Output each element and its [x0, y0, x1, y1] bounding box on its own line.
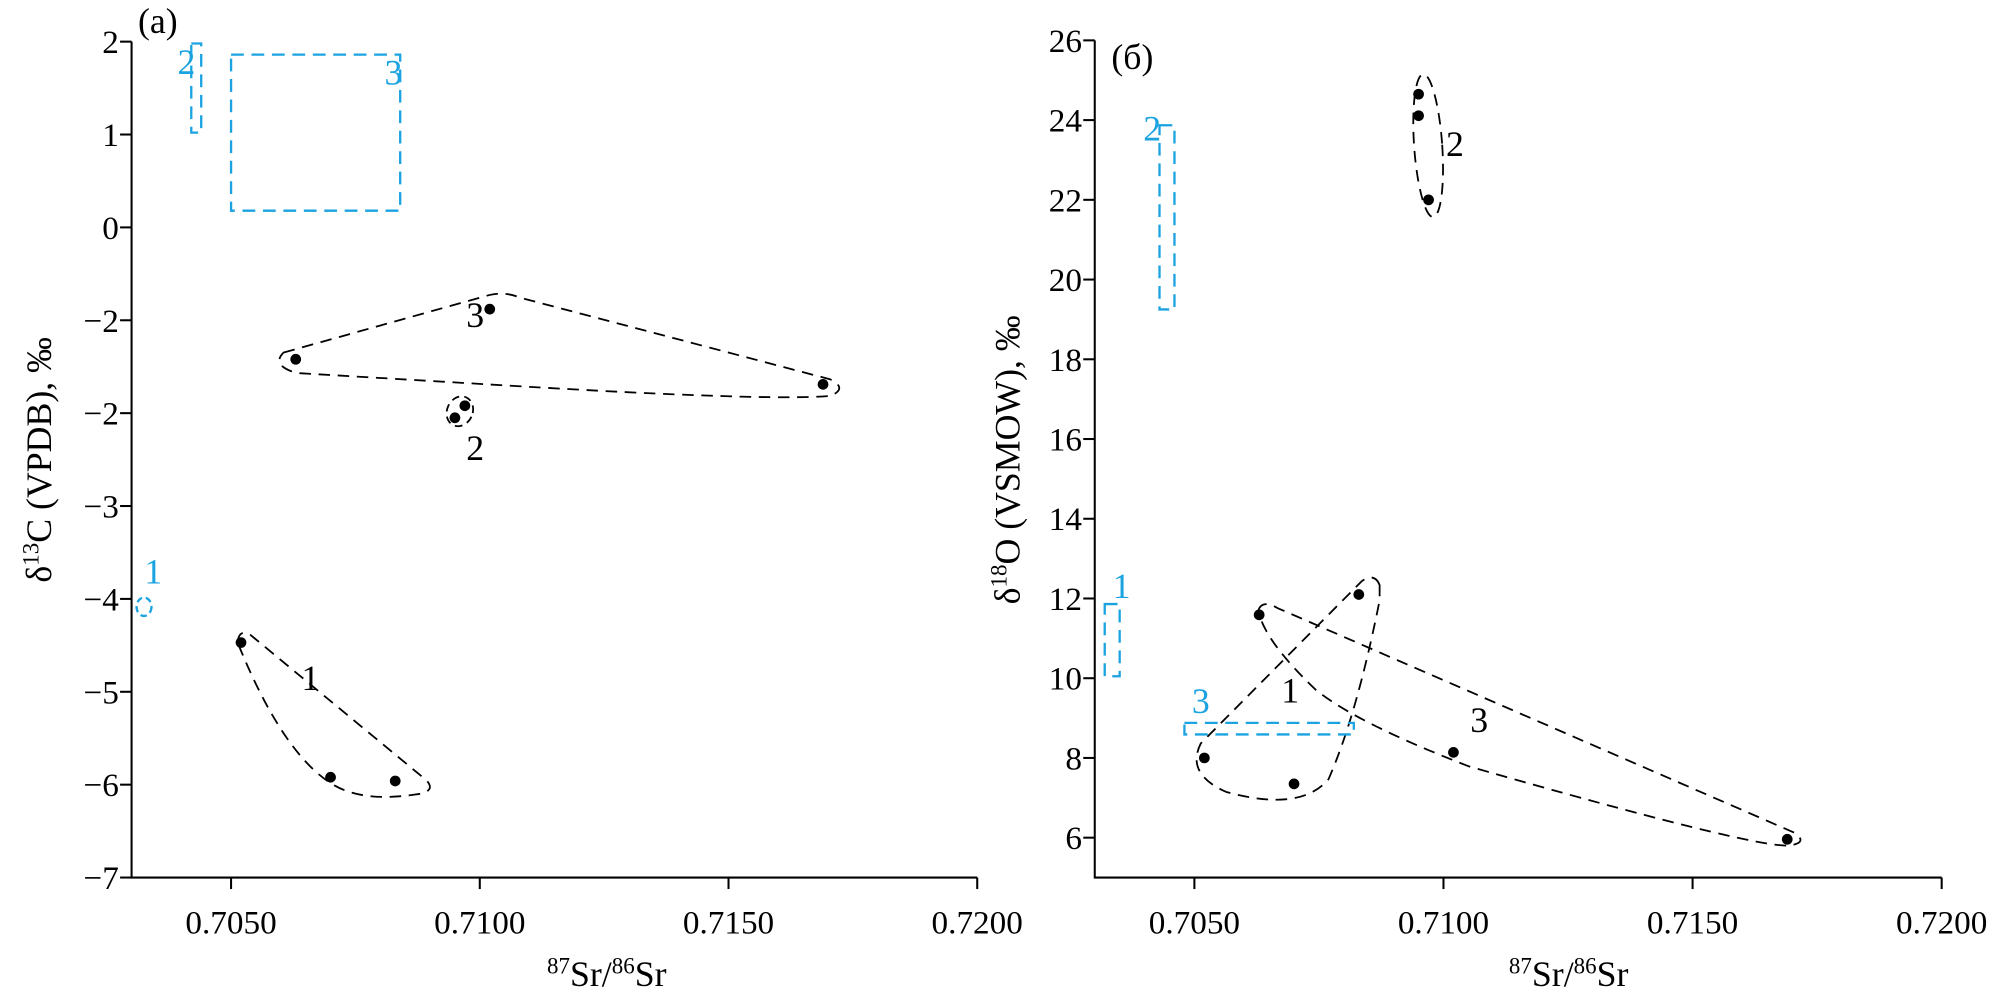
- y-tick-label: 10: [1049, 661, 1082, 698]
- y-tick-label: −2: [83, 396, 118, 433]
- data-point-group-3-b: [1448, 746, 1459, 758]
- reference-field-1: [1103, 602, 1121, 678]
- data-point-group-2-b: [1413, 88, 1424, 100]
- data-point-group-1-a: [235, 637, 247, 648]
- x-tick-label: 0.7050: [1149, 905, 1240, 942]
- data-point-group-2-b: [1413, 110, 1424, 122]
- group-label-3-a: 3: [466, 295, 484, 335]
- data-point-group-1-b: [1198, 752, 1210, 764]
- y-tick-label: −2: [83, 303, 118, 340]
- x-tick-label: 0.7100: [434, 905, 525, 942]
- y-tick-label: 20: [1049, 262, 1082, 299]
- y-tick-label: 6: [1065, 820, 1082, 857]
- reference-field-1: [135, 596, 153, 618]
- y-tick-label: 22: [1049, 182, 1082, 219]
- y-tick-label: 12: [1049, 581, 1082, 618]
- data-point-group-3-b: [1781, 833, 1793, 845]
- data-point-group-1-b: [1353, 589, 1365, 600]
- group-label-1-a: 1: [301, 658, 319, 698]
- y-tick-label: −6: [83, 767, 118, 804]
- x-tick-label: 0.7100: [1398, 905, 1489, 942]
- x-ticks-b: 0.7050 0.7100 0.7150 0.7200: [1149, 877, 1987, 942]
- x-tick-label: 0.7050: [185, 905, 276, 942]
- data-point-group-3-a: [290, 353, 302, 365]
- chart-b: (б) 0.7050 0.7100 0.7150 0.7200 26242220181…: [987, 23, 1988, 994]
- reference-field-3: [1183, 721, 1355, 736]
- reference-field-2: [1158, 124, 1176, 311]
- axes-a: [130, 41, 978, 879]
- group-3-contour-b: [1257, 603, 1802, 847]
- group-label-1-b: 1: [1281, 671, 1299, 711]
- y-tick-label: −5: [83, 674, 118, 711]
- y-tick-label: 0: [102, 210, 119, 247]
- group-label-2-b: 2: [1446, 124, 1464, 164]
- y-ticks-b: 26 24 22 20 18 16 14 12 10 8 6: [1049, 23, 1095, 857]
- data-point-group-3-a: [817, 378, 829, 390]
- y-tick-label: −4: [83, 581, 119, 618]
- ref-label-3-a: 3: [385, 52, 403, 92]
- group-2-contour-a: [445, 395, 475, 428]
- ref-label-2-a: 2: [178, 42, 196, 82]
- y-tick-label: 16: [1049, 422, 1082, 459]
- data-point-group-2-a: [449, 412, 461, 424]
- y-axis-label-b: δ18O (VSMOW), ‰: [987, 315, 1028, 604]
- ref-label-1-b: 1: [1113, 566, 1131, 606]
- reference-field-2: [190, 42, 203, 134]
- data-points-a: [235, 303, 829, 787]
- y-tick-label: 8: [1065, 740, 1082, 777]
- x-tick-label: 0.7200: [932, 905, 1023, 942]
- panel-label-a: (a): [138, 1, 178, 41]
- reference-fields-a: [135, 42, 402, 618]
- group-1-contour-a: [236, 632, 431, 798]
- x-axis-label-a: 87Sr/86Sr: [547, 953, 667, 994]
- y-axis-label-a: δ13C (VPDB), ‰: [18, 337, 59, 582]
- y-tick-label: 2: [102, 24, 119, 61]
- y-tick-label: −7: [83, 860, 118, 897]
- data-point-group-2-b: [1423, 194, 1434, 206]
- data-point-group-1-b: [1288, 778, 1300, 790]
- panel-label-b: (б): [1111, 37, 1153, 77]
- x-tick-label: 0.7200: [1896, 905, 1987, 942]
- data-point-group-1-a: [325, 771, 336, 783]
- reference-fields-b: [1103, 124, 1355, 736]
- x-tick-label: 0.7150: [1647, 905, 1738, 942]
- group-2-contour-b: [1412, 73, 1444, 218]
- group-label-2-a: 2: [466, 428, 484, 468]
- group-label-3-b: 3: [1470, 700, 1488, 740]
- data-point-group-3-b: [1253, 609, 1265, 621]
- ref-label-3-b: 3: [1192, 681, 1210, 721]
- y-tick-label: 14: [1049, 501, 1083, 538]
- reference-field-3: [229, 53, 402, 212]
- chart-a: (a) 0.7050 0.7100 0.7150 0.7200 2 1 0 −2 −2 −3 −4…: [18, 1, 1023, 994]
- data-points-b: [1198, 88, 1793, 845]
- y-tick-label: −3: [83, 489, 118, 526]
- data-point-group-1-a: [389, 775, 401, 787]
- y-ticks-a: 2 1 0 −2 −2 −3 −4 −5 −6 −7: [83, 24, 132, 897]
- ref-label-1-a: 1: [144, 552, 162, 592]
- x-axis-label-b: 87Sr/86Sr: [1509, 953, 1629, 994]
- y-tick-label: 1: [102, 117, 119, 154]
- x-tick-label: 0.7150: [683, 905, 774, 942]
- y-tick-label: 18: [1049, 342, 1082, 379]
- group-3-contour-a: [278, 292, 841, 399]
- x-ticks-a: 0.7050 0.7100 0.7150 0.7200: [185, 877, 1023, 942]
- data-point-group-2-a: [459, 400, 471, 412]
- group-1-contour-b: [1195, 576, 1381, 801]
- axes-b: [1093, 40, 1942, 879]
- y-tick-label: 24: [1049, 103, 1083, 140]
- y-tick-label: 26: [1049, 23, 1082, 60]
- data-point-group-3-a: [484, 303, 496, 315]
- ref-label-2-b: 2: [1143, 109, 1161, 149]
